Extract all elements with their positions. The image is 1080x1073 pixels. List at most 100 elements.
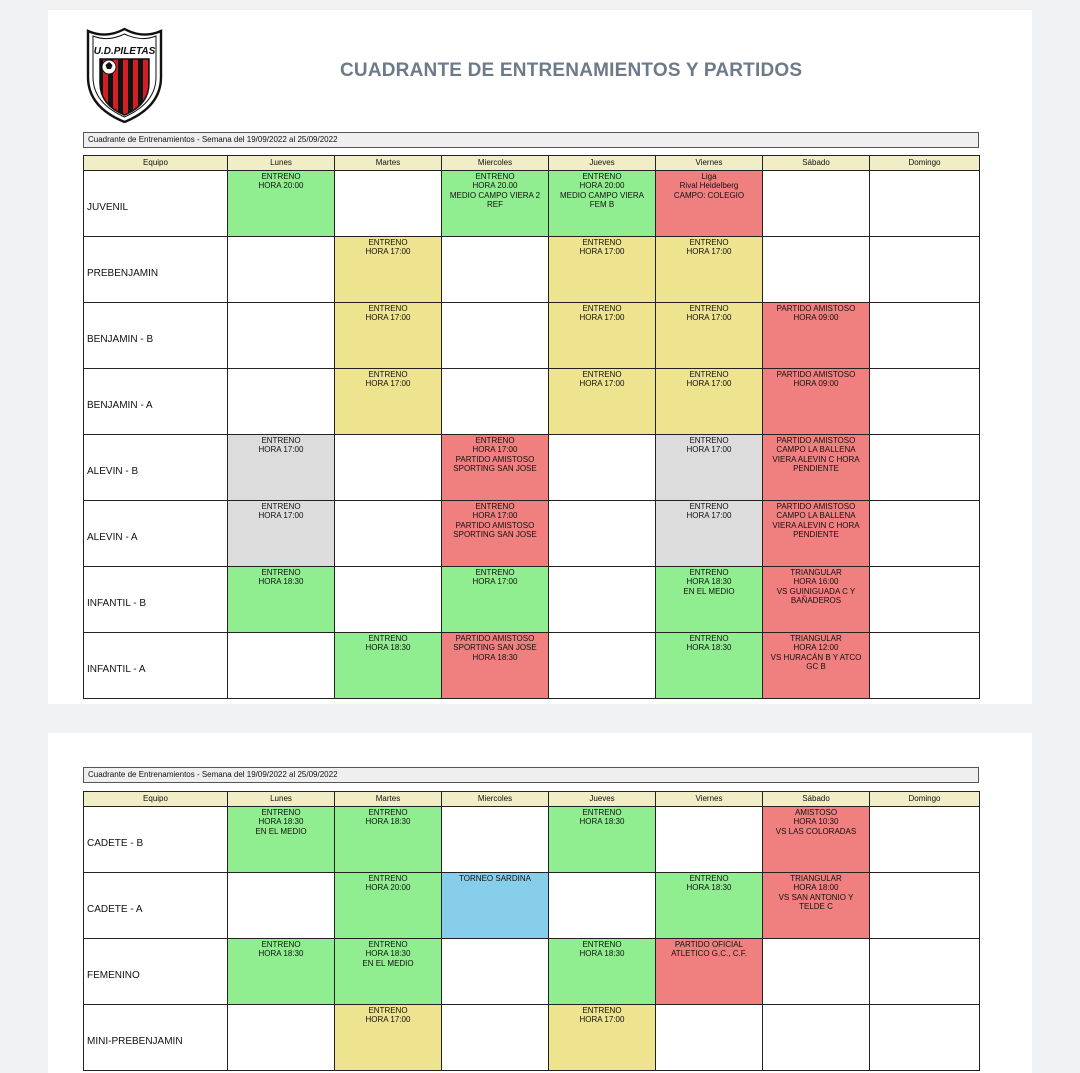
- team-name: FEMENINO: [83, 938, 228, 1005]
- cell-text: ENTRENO HORA 20:00: [365, 874, 411, 893]
- cell-text: ENTRENO HORA 18:30: [579, 808, 625, 827]
- team-name: BENJAMIN - A: [83, 368, 228, 435]
- cell-text: PARTIDO OFICIAL ATLETICO G.C., C.F.: [671, 940, 747, 959]
- schedule-cell: [334, 170, 442, 237]
- schedule-cell: PARTIDO OFICIAL ATLETICO G.C., C.F.: [655, 938, 763, 1005]
- schedule-cell: ENTRENO HORA 17:00: [655, 434, 763, 501]
- table-row: CADETE - B ENTRENO HORA 18:30 EN EL MEDIO EN…: [83, 806, 980, 873]
- week-range-bar: Cuadrante de Entrenamientos - Semana del…: [83, 767, 979, 783]
- schedule-cell: PARTIDO AMISTOSO CAMPO LA BALLENA VIERA AL…: [762, 434, 870, 501]
- cell-text: TORNEO SARDINA: [459, 874, 531, 883]
- schedule-cell: [762, 236, 870, 303]
- schedule-cell: ENTRENO HORA 17:00: [655, 500, 763, 567]
- cell-text: ENTRENO HORA 18:30: [258, 568, 304, 587]
- table-row: BENJAMIN - B ENTRENO HORA 17:00 ENTRENO HORA…: [83, 302, 980, 369]
- cell-text: ENTRENO HORA 17:00: [365, 1006, 411, 1025]
- schedule-cell: ENTRENO HORA 18:30 EN EL MEDIO: [655, 566, 763, 633]
- cell-text: TRIANGULAR HORA 12:00 VS HURACÁN B Y ATCO G…: [770, 634, 862, 672]
- cell-text: TRIANGULAR HORA 16:00 VS GUINIGUADA C Y BAÑ…: [776, 568, 856, 606]
- schedule-cell: [869, 1004, 980, 1071]
- team-name: MINI-PREBENJAMIN: [83, 1004, 228, 1071]
- schedule-cell: [762, 1004, 870, 1071]
- column-header: Martes: [334, 155, 442, 171]
- schedule-cell: [548, 566, 656, 633]
- column-header: Equipo: [83, 791, 228, 807]
- cell-text: ENTRENO HORA 17:00: [686, 502, 732, 521]
- cell-text: ENTRENO HORA 17:00: [686, 238, 732, 257]
- schedule-cell: ENTRENO HORA 17:00: [655, 236, 763, 303]
- schedule-cell: ENTRENO HORA 20:00: [227, 170, 335, 237]
- cell-text: ENTRENO HORA 17:00: [686, 436, 732, 455]
- schedule-cell: ENTRENO HORA 17:00: [441, 566, 549, 633]
- schedule-cell: ENTRENO HORA 18:30: [334, 806, 442, 873]
- schedule-cell: ENTRENO HORA 17:00 PARTIDO AMISTOSO SPORTIN…: [441, 500, 549, 567]
- cell-text: ENTRENO HORA 17:00 PARTIDO AMISTOSO SPORTIN…: [453, 502, 537, 540]
- schedule-cell: [548, 434, 656, 501]
- team-name: CADETE - A: [83, 872, 228, 939]
- table-row: JUVENIL ENTRENO HORA 20:00 ENTRENO HORA 20.0…: [83, 170, 980, 237]
- schedule-cell: [227, 368, 335, 435]
- cell-text: ENTRENO HORA 18:30: [686, 634, 732, 653]
- schedule-cell: Liga Rival Heidelberg CAMPO: COLEGIO: [655, 170, 763, 237]
- schedule-cell: ENTRENO HORA 18:30: [548, 806, 656, 873]
- schedule-cell: [869, 872, 980, 939]
- cell-text: PARTIDO AMISTOSO CAMPO LA BALLENA VIERA AL…: [772, 502, 860, 540]
- schedule-cell: ENTRENO HORA 17:00 PARTIDO AMISTOSO SPORTIN…: [441, 434, 549, 501]
- cell-text: TRIANGULAR HORA 18:00 VS SAN ANTONIO Y TELD…: [778, 874, 854, 912]
- document-page-1: U.D.PILETAS CUADRANTE DE ENTRENAMIENTOS …: [48, 10, 1032, 704]
- cell-text: ENTRENO HORA 17:00: [579, 1006, 625, 1025]
- schedule-cell: ENTRENO HORA 18:30: [334, 632, 442, 699]
- schedule-cell: ENTRENO HORA 17:00: [655, 368, 763, 435]
- team-name: PREBENJAMIN: [83, 236, 228, 303]
- schedule-cell: ENTRENO HORA 18:30: [548, 938, 656, 1005]
- schedule-cell: ENTRENO HORA 18:30: [655, 632, 763, 699]
- schedule-cell: ENTRENO HORA 17:00: [655, 302, 763, 369]
- schedule-cell: [227, 302, 335, 369]
- cell-text: ENTRENO HORA 17:00: [365, 238, 411, 257]
- table-row: ALEVIN - B ENTRENO HORA 17:00 ENTRENO HORA 1…: [83, 434, 980, 501]
- schedule-cell: PARTIDO AMISTOSO HORA 09:00: [762, 368, 870, 435]
- cell-text: PARTIDO AMISTOSO CAMPO LA BALLENA VIERA AL…: [772, 436, 860, 474]
- cell-text: ENTRENO HORA 18:30 EN EL MEDIO: [683, 568, 735, 596]
- schedule-cell: [227, 632, 335, 699]
- schedule-cell: [227, 1004, 335, 1071]
- schedule-cell: [441, 302, 549, 369]
- table-row: PREBENJAMIN ENTRENO HORA 17:00 ENTRENO HORA …: [83, 236, 980, 303]
- cell-text: ENTRENO HORA 18:30: [365, 634, 411, 653]
- schedule-cell: [869, 434, 980, 501]
- schedule-cell: ENTRENO HORA 18:30: [655, 872, 763, 939]
- schedule-cell: [869, 302, 980, 369]
- schedule-cell: [227, 236, 335, 303]
- cell-text: ENTRENO HORA 18:30 EN EL MEDIO: [362, 940, 414, 968]
- schedule-cell: [548, 872, 656, 939]
- schedule-cell: ENTRENO HORA 17:00: [548, 302, 656, 369]
- schedule-cell: [869, 938, 980, 1005]
- week-range-bar: Cuadrante de Entrenamientos - Semana del…: [83, 132, 979, 148]
- document-page-2: Cuadrante de Entrenamientos - Semana del…: [48, 733, 1032, 1073]
- schedule-cell: [762, 938, 870, 1005]
- column-header: Sábado: [762, 155, 870, 171]
- schedule-cell: TORNEO SARDINA: [441, 872, 549, 939]
- schedule-cell: ENTRENO HORA 20:00 MEDIO CAMPO VIERA FEM B: [548, 170, 656, 237]
- column-header: Lunes: [227, 791, 335, 807]
- schedule-cell: [441, 938, 549, 1005]
- schedule-table: Equipo Lunes Martes Miercoles Jueves Viernes S…: [83, 791, 980, 1071]
- schedule-cell: AMISTOSO HORA 10:30 VS LAS COLORADAS: [762, 806, 870, 873]
- schedule-cell: [869, 236, 980, 303]
- schedule-cell: [762, 170, 870, 237]
- table-row: FEMENINO ENTRENO HORA 18:30 ENTRENO HORA 18:…: [83, 938, 980, 1005]
- team-name: INFANTIL - A: [83, 632, 228, 699]
- team-name: BENJAMIN - B: [83, 302, 228, 369]
- column-header: Domingo: [869, 155, 980, 171]
- cell-text: ENTRENO HORA 17:00: [579, 238, 625, 257]
- team-name: JUVENIL: [83, 170, 228, 237]
- schedule-cell: [869, 368, 980, 435]
- table-row: INFANTIL - A ENTRENO HORA 18:30 PARTIDO AMI…: [83, 632, 980, 699]
- schedule-cell: [869, 170, 980, 237]
- column-header: Jueves: [548, 791, 656, 807]
- schedule-cell: [441, 368, 549, 435]
- schedule-cell: [869, 632, 980, 699]
- schedule-cell: ENTRENO HORA 17:00: [334, 368, 442, 435]
- header-row: Equipo Lunes Martes Miercoles Jueves Viernes S…: [83, 155, 980, 171]
- team-name: CADETE - B: [83, 806, 228, 873]
